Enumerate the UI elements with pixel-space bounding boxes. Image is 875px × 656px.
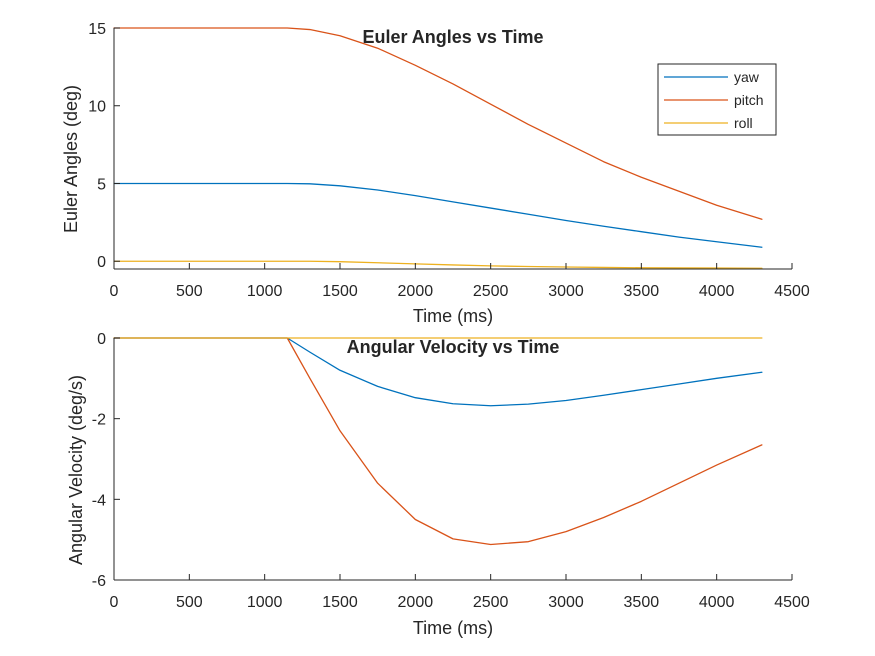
x-tick-label: 0 [110,594,119,611]
series-line-yaw [113,182,763,248]
x-tick-label: 4000 [699,283,735,300]
legend[interactable]: yaw pitch roll [657,63,777,136]
angular-velocity-x-axis-label: Time (ms) [413,618,493,638]
angular-velocity-axis-frame [113,338,792,581]
y-tick-label: -2 [92,412,106,429]
angular-velocity-x-ticks: 0 500 1000 1500 2000 2500 3000 3500 4000 4500 [110,574,810,611]
x-tick-label: 1500 [322,594,358,611]
euler-angles-x-axis-label: Time (ms) [413,306,493,326]
y-tick-label: 0 [97,254,106,271]
x-tick-label: 2500 [473,283,509,300]
angular-velocity-y-ticks: -6 -4 -2 0 [92,331,120,590]
y-tick-label: 15 [88,21,106,38]
legend-label-pitch: pitch [734,92,764,108]
x-tick-label: 2000 [398,283,434,300]
y-tick-label: 10 [88,99,106,116]
x-tick-label: 0 [110,283,119,300]
x-tick-label: 1000 [247,594,283,611]
angular-velocity-title: Angular Velocity vs Time [347,337,560,357]
legend-label-yaw: yaw [734,69,760,85]
y-tick-label: -6 [92,573,106,590]
x-tick-label: 3500 [624,283,660,300]
x-tick-label: 4000 [699,594,735,611]
y-tick-label: 0 [97,331,106,348]
euler-angles-y-axis-label: Euler Angles (deg) [61,85,81,233]
x-tick-label: 1500 [322,283,358,300]
euler-angles-y-ticks: 0 5 10 15 [88,21,120,271]
x-tick-label: 500 [176,283,203,300]
angular-velocity-axes: 0 500 1000 1500 2000 2500 3000 3500 4000 4500 -6-… [66,331,810,638]
x-tick-label: 3000 [548,283,584,300]
euler-angles-axis-frame [113,28,792,270]
x-tick-label: 3500 [624,594,660,611]
x-tick-label: 500 [176,594,203,611]
angular-velocity-y-axis-label: Angular Velocity (deg/s) [66,375,86,565]
y-tick-label: -4 [92,492,106,509]
legend-label-roll: roll [734,115,753,131]
euler-angles-title: Euler Angles vs Time [362,27,543,47]
euler-angles-axes: 0 500 1000 1500 2000 2500 3000 3500 4000 4500 0 5 1… [61,21,810,326]
euler-angles-plot-lines [113,27,763,269]
x-tick-label: 2500 [473,594,509,611]
series-line-roll [113,260,763,269]
angular-velocity-plot-lines [113,337,763,546]
x-tick-label: 2000 [398,594,434,611]
y-tick-label: 5 [97,176,106,193]
series-line-pitch [113,27,763,220]
x-tick-label: 4500 [774,283,810,300]
x-tick-label: 3000 [548,594,584,611]
euler-angles-x-ticks: 0 500 1000 1500 2000 2500 3000 3500 4000 4500 [110,263,810,300]
x-tick-label: 4500 [774,594,810,611]
x-tick-label: 1000 [247,283,283,300]
